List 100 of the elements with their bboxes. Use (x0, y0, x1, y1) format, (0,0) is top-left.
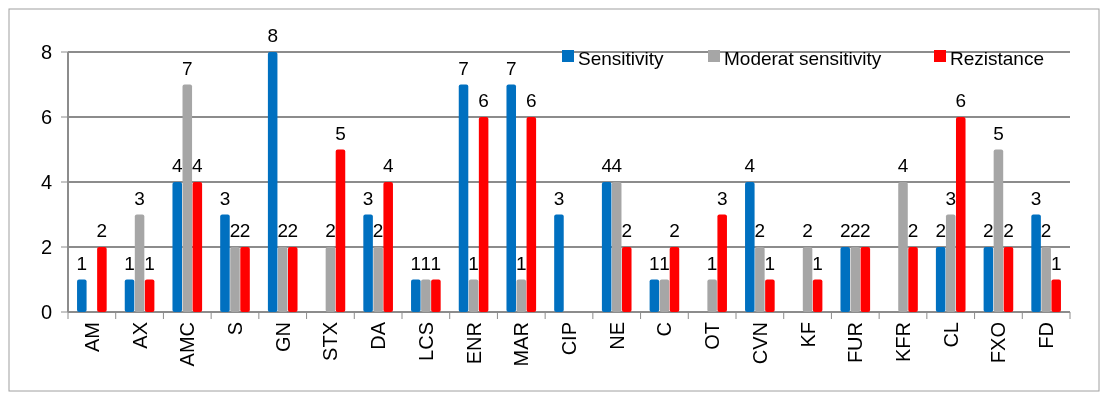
x-tick-label: MAR (510, 322, 533, 367)
bar (1031, 214, 1041, 312)
legend-label: Moderat sensitivity (724, 47, 882, 69)
data-label: 5 (335, 122, 346, 144)
bar (621, 247, 632, 312)
data-label: 6 (526, 90, 537, 111)
bar (802, 247, 813, 312)
x-tick-label: FUR (844, 322, 867, 364)
data-label: 3 (553, 187, 565, 209)
data-label: 8 (267, 25, 278, 46)
data-label: 1 (649, 252, 660, 274)
bar (124, 279, 135, 312)
data-label: 2 (983, 220, 994, 241)
bar (983, 247, 994, 312)
y-tick-label: 6 (40, 106, 52, 128)
bar (765, 279, 775, 312)
data-label: 2 (754, 220, 766, 241)
data-label: 1 (659, 252, 670, 274)
y-tick-label: 0 (40, 301, 52, 323)
bar (516, 279, 527, 312)
bar (325, 247, 336, 312)
x-tick-label: AMC (176, 322, 199, 367)
bar (220, 214, 230, 312)
data-label: 2 (277, 220, 288, 241)
bar (1003, 247, 1014, 312)
bar (277, 247, 288, 312)
bar (506, 84, 517, 312)
data-label: 2 (935, 220, 946, 241)
bar (611, 182, 622, 312)
legend-label: Sensitivity (578, 47, 665, 69)
data-label: 1 (706, 252, 718, 274)
data-label: 2 (287, 220, 299, 241)
data-label: 1 (1050, 252, 1062, 274)
y-tick-label: 4 (40, 171, 52, 193)
x-tick-label: ENR (462, 322, 485, 365)
bar (134, 214, 145, 312)
data-label: 7 (458, 57, 469, 79)
bar (1051, 279, 1061, 312)
data-label: 2 (669, 220, 680, 241)
data-label: 4 (897, 155, 909, 176)
bar (267, 52, 278, 312)
bar (97, 247, 107, 312)
bar (840, 247, 851, 312)
data-label: 2 (325, 220, 336, 241)
data-label: 3 (716, 187, 728, 209)
data-label: 2 (802, 220, 813, 241)
bar (755, 247, 765, 312)
x-tick-label: STX (319, 322, 342, 361)
x-tick-label: KF (796, 322, 819, 348)
data-label: 2 (372, 220, 384, 241)
bar (812, 279, 823, 312)
bar (669, 247, 680, 312)
bar (935, 247, 946, 312)
x-tick-label: DA (367, 321, 390, 350)
data-label: 5 (993, 122, 1004, 144)
data-label: 2 (621, 220, 633, 241)
data-label: 2 (1003, 220, 1014, 241)
data-label: 6 (955, 90, 967, 111)
data-label: 1 (430, 252, 442, 274)
x-tick-label: KFR (892, 322, 914, 362)
bar (860, 247, 871, 312)
data-label: 1 (468, 252, 479, 274)
bar (707, 279, 717, 312)
x-tick-label: CVN (748, 322, 771, 365)
bar (335, 149, 346, 312)
bar (1041, 247, 1051, 312)
y-tick-label: 2 (40, 236, 52, 258)
bar (431, 279, 441, 312)
bar (363, 214, 373, 312)
bar (601, 182, 612, 312)
bar (287, 247, 298, 312)
x-tick-label: NE (605, 322, 628, 350)
data-label: 2 (96, 220, 108, 241)
bar (993, 149, 1004, 312)
legend-label: Rezistance (950, 47, 1044, 69)
x-tick-label: CIP (558, 322, 580, 356)
data-label: 1 (76, 252, 88, 274)
data-label: 4 (192, 155, 204, 176)
bar (144, 279, 155, 312)
data-label: 7 (505, 57, 517, 79)
data-label: 2 (239, 220, 251, 241)
bar (554, 214, 564, 312)
data-label: 3 (219, 187, 231, 209)
x-tick-label: FD (1035, 322, 1058, 349)
data-label: 6 (478, 90, 489, 111)
data-label: 1 (124, 252, 135, 274)
data-label: 3 (945, 187, 956, 209)
bar (945, 214, 956, 312)
data-label: 1 (812, 252, 823, 274)
bar (659, 279, 670, 312)
bar (192, 182, 203, 312)
bar (649, 279, 660, 312)
data-label: 3 (134, 187, 145, 209)
data-label: 1 (516, 252, 527, 274)
bar (478, 117, 489, 312)
data-label: 4 (382, 155, 394, 176)
bar (526, 117, 537, 312)
y-tick-label: 8 (40, 41, 52, 63)
bar (898, 182, 908, 312)
bar (383, 182, 393, 312)
